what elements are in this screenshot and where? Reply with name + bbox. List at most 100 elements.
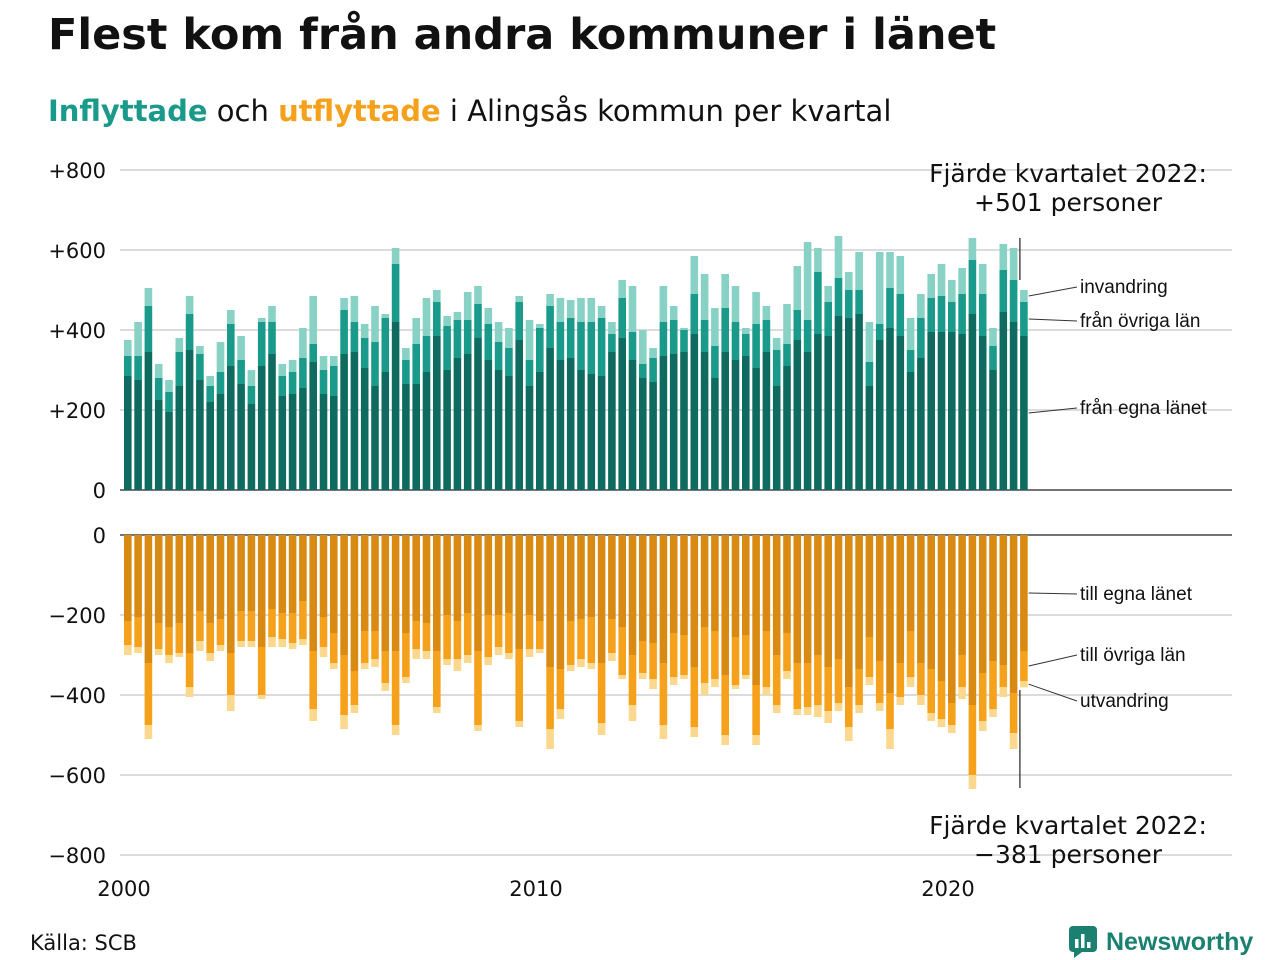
bar-out-2 [196, 641, 204, 651]
bar-in-2 [597, 306, 606, 318]
bar-in-0 [515, 340, 523, 490]
bar-in-2 [1009, 248, 1018, 280]
bar-in-0 [814, 334, 822, 490]
bar-in-0 [433, 336, 441, 490]
bar-out-1 [927, 669, 935, 713]
bar-out-1 [546, 667, 554, 729]
bar-out-0 [474, 535, 482, 651]
bar-out-1 [463, 613, 472, 655]
bar-in-1 [865, 362, 874, 386]
bar-out-0 [124, 535, 132, 621]
bar-out-1 [165, 627, 173, 655]
bar-out-0 [536, 535, 544, 621]
bar-in-0 [350, 352, 359, 490]
bar-out-2 [484, 657, 493, 665]
bar-out-1 [968, 705, 977, 775]
bar-out-1 [443, 615, 451, 659]
bar-in-2 [546, 294, 554, 306]
x-tick-label: 2020 [921, 877, 974, 901]
series-label-in: från övriga län [1080, 311, 1200, 332]
x-tick-label: 2000 [97, 877, 150, 901]
bar-in-0 [618, 338, 626, 490]
bar-out-0 [639, 535, 647, 641]
bar-in-2 [762, 306, 771, 320]
bar-out-2 [783, 671, 791, 679]
bar-out-1 [783, 633, 791, 671]
bar-in-0 [639, 378, 647, 490]
bar-out-2 [937, 719, 946, 727]
bar-in-1 [165, 392, 173, 412]
bar-out-2 [257, 695, 266, 699]
bar-in-1 [958, 294, 966, 334]
bar-in-0 [1009, 322, 1018, 490]
bar-in-0 [154, 400, 163, 490]
bar-out-1 [299, 601, 307, 639]
bar-in-1 [628, 332, 637, 360]
bar-out-1 [793, 663, 802, 709]
bar-in-2 [371, 306, 379, 342]
bar-out-1 [381, 651, 390, 683]
bar-out-2 [206, 653, 214, 661]
bar-in-0 [845, 318, 853, 490]
bar-in-2 [917, 294, 925, 318]
bar-in-0 [989, 370, 997, 490]
bar-out-0 [546, 535, 554, 667]
bar-in-1 [340, 310, 348, 354]
bar-in-0 [371, 386, 379, 490]
bar-out-1 [134, 617, 142, 647]
bar-in-2 [319, 356, 328, 370]
bar-in-2 [896, 256, 905, 294]
y-tick-label-bottom: 0 [93, 524, 106, 548]
bar-out-0 [927, 535, 935, 669]
bar-in-1 [587, 322, 596, 374]
bar-out-2 [134, 647, 142, 653]
bar-in-0 [628, 360, 637, 490]
bar-out-2 [453, 659, 462, 671]
bar-out-0 [227, 535, 235, 653]
brand-logo: Newsworthy [1068, 925, 1253, 959]
bar-in-1 [752, 324, 760, 368]
bar-in-1 [525, 360, 534, 386]
bar-out-1 [474, 651, 482, 725]
series-label-in: invandring [1080, 277, 1168, 298]
bar-out-2 [948, 725, 956, 733]
bar-in-0 [185, 350, 194, 490]
bar-in-0 [659, 356, 668, 490]
bar-out-0 [772, 535, 781, 655]
bar-out-2 [855, 705, 863, 713]
bar-in-1 [237, 360, 245, 384]
bar-in-0 [834, 316, 843, 490]
bar-in-1 [247, 386, 256, 404]
bar-in-2 [556, 298, 565, 322]
bar-in-0 [577, 370, 585, 490]
bar-out-1 [752, 685, 760, 735]
bar-in-0 [556, 360, 565, 490]
bar-out-0 [371, 535, 379, 631]
bar-in-1 [639, 364, 647, 378]
bar-in-1 [536, 328, 544, 372]
bar-in-1 [319, 370, 328, 394]
bar-in-0 [783, 366, 791, 490]
bar-out-2 [268, 637, 276, 647]
bar-in-1 [700, 320, 709, 352]
bar-in-2 [803, 242, 812, 320]
bar-in-0 [999, 312, 1008, 490]
bar-out-1 [371, 631, 379, 659]
bar-out-2 [360, 663, 369, 669]
bar-out-0 [556, 535, 565, 669]
newsworthy-logo-icon [1069, 926, 1097, 958]
bar-out-2 [175, 653, 184, 657]
y-tick-label-top: +400 [48, 319, 106, 343]
bar-out-2 [505, 653, 513, 659]
bar-out-2 [711, 679, 719, 687]
bar-out-1 [742, 635, 750, 675]
bar-in-0 [742, 356, 750, 490]
bar-out-0 [299, 535, 307, 601]
bar-in-2 [175, 338, 184, 352]
bar-in-0 [762, 352, 771, 490]
bar-in-0 [402, 384, 410, 490]
bar-out-2 [350, 705, 359, 713]
bar-out-0 [649, 535, 657, 643]
bar-in-1 [845, 290, 853, 318]
bar-in-1 [814, 272, 822, 334]
